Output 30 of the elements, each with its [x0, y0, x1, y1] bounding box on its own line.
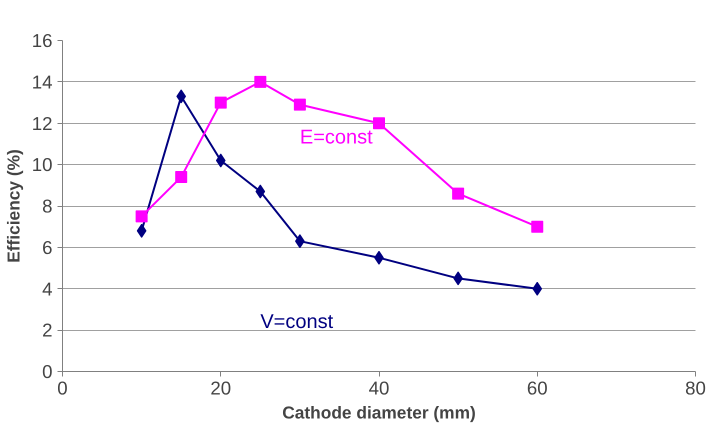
y-tick-label: 2 [42, 320, 53, 341]
y-axis-title: Efficiency (%) [4, 149, 24, 263]
y-tick-label: 6 [42, 236, 53, 258]
point [294, 98, 306, 111]
y-tick-label: 16 [32, 30, 53, 51]
point [532, 282, 542, 296]
x-tick-label: 80 [685, 378, 706, 398]
y-tick-label: 8 [42, 196, 53, 216]
x-tick-label: 20 [210, 378, 232, 398]
x-tick-label: 40 [368, 378, 390, 398]
point [214, 96, 227, 109]
point [255, 184, 266, 199]
point [254, 76, 266, 88]
y-tick-label: 4 [42, 278, 53, 300]
x-tick-label: 60 [526, 378, 548, 398]
y-tick-label: 10 [32, 154, 53, 176]
point [373, 117, 385, 130]
point [452, 188, 464, 200]
x-axis-title: Cathode diameter (mm) [282, 402, 476, 422]
point [136, 210, 148, 222]
point [531, 220, 544, 233]
point [175, 171, 188, 184]
point [216, 153, 226, 168]
y-tick-label: 0 [42, 361, 53, 382]
text: V=const [260, 310, 334, 333]
point [176, 89, 186, 104]
y-tick-label: 14 [32, 71, 53, 92]
y-tick-label: 12 [32, 112, 53, 134]
x-tick-label: 0 [57, 378, 68, 398]
series-label: E=const [300, 126, 374, 149]
